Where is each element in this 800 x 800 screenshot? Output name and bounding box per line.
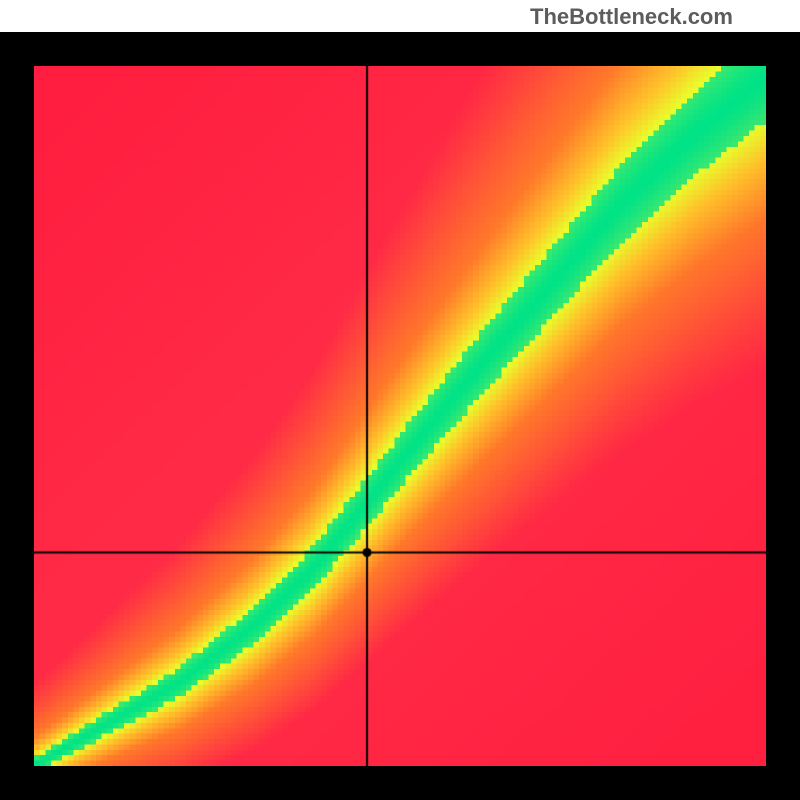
- watermark-text: TheBottleneck.com: [530, 4, 733, 30]
- chart-plot-area: [34, 66, 766, 766]
- crosshair-overlay: [34, 66, 766, 766]
